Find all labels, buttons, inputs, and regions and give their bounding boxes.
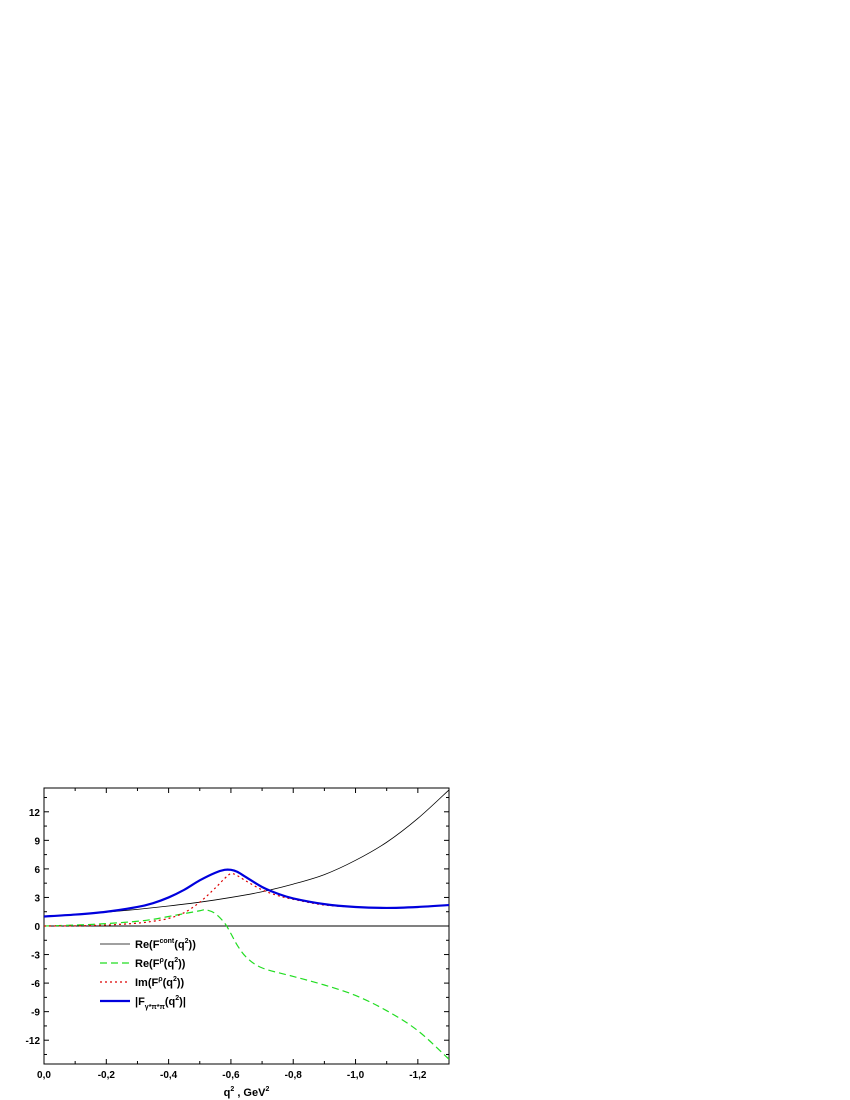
y-tick-label: -9 <box>31 1008 40 1019</box>
y-tick-label: 12 <box>29 808 41 819</box>
x-tick-label: 0,0 <box>37 1070 51 1081</box>
x-tick-label: -0,6 <box>222 1070 240 1081</box>
y-tick-label: 3 <box>34 893 40 904</box>
y-tick-label: 9 <box>34 836 40 847</box>
x-axis-title: q2 , GeV2 <box>224 1086 270 1099</box>
y-tick-label: -6 <box>31 979 40 990</box>
x-tick-label: -0,8 <box>285 1070 303 1081</box>
legend-label-im_rho: Im(Fρ(q2)) <box>135 976 185 989</box>
series-line-re_rho <box>44 909 449 1060</box>
series-group <box>44 789 449 1060</box>
x-tick-label: -0,4 <box>160 1070 178 1081</box>
series-line-im_rho <box>44 872 449 927</box>
y-tick-label: -12 <box>26 1036 41 1047</box>
series-line-abs_f <box>44 868 449 918</box>
x-tick-label: -1,2 <box>409 1070 427 1081</box>
legend-label-re_rho: Re(Fρ(q2)) <box>135 957 186 970</box>
legend-label-re_cont: Re(Fcont(q2)) <box>135 938 196 951</box>
y-tick-label: 0 <box>34 922 40 933</box>
x-tick-label: -0,2 <box>98 1070 116 1081</box>
y-tick-label: 6 <box>34 865 40 876</box>
y-tick-label: -3 <box>31 951 40 962</box>
x-tick-label: -1,0 <box>347 1070 365 1081</box>
legend-label-abs_f: |Fγ*π*π(q2)| <box>135 995 186 1011</box>
series-line-re_cont <box>44 789 449 917</box>
